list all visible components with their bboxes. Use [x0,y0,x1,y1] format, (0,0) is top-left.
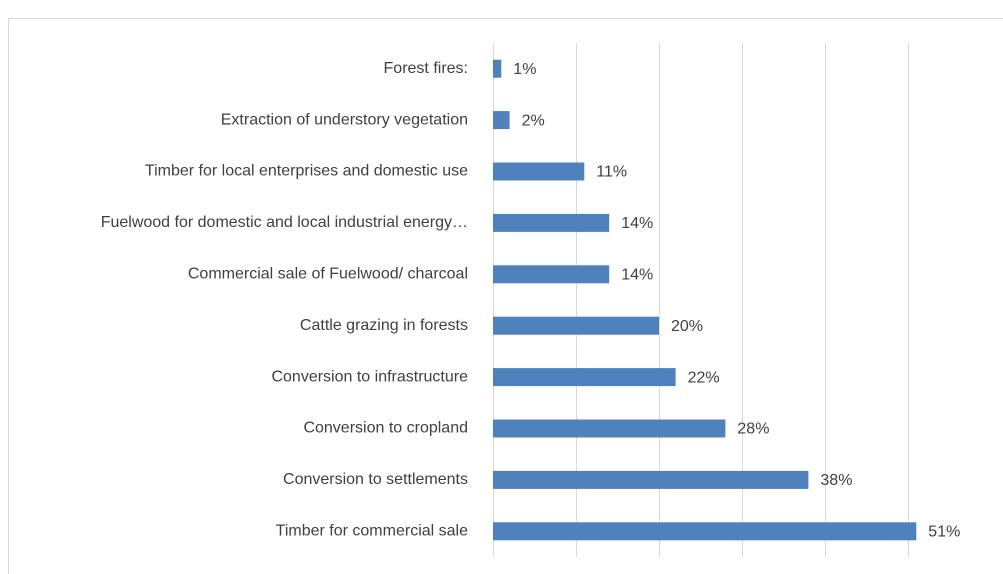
y-tick-label: Extraction of understory vegetation [221,111,468,128]
bar [493,265,610,284]
bar [493,316,659,335]
chart-frame [8,18,1003,574]
y-tick-label: Conversion to cropland [303,420,468,437]
value-label: 11% [596,164,627,181]
y-tick-label: Commercial sale of Fuelwood/ charcoal [188,266,468,283]
y-tick-label: Conversion to infrastructure [271,368,468,385]
bar [493,162,585,181]
bar [493,111,510,130]
y-tick-label: Forest fires: [384,60,468,77]
value-label: 14% [621,267,653,284]
value-label: 51% [928,524,960,541]
bar [493,419,726,438]
bar [493,213,610,232]
y-tick-label: Cattle grazing in forests [300,317,468,334]
y-tick-label: Conversion to settlements [283,471,468,488]
value-label: 20% [671,318,703,335]
value-label: 2% [522,112,545,129]
value-label: 38% [820,472,852,489]
bar [493,522,917,541]
bar [493,470,809,489]
y-tick-label: Timber for local enterprises and domesti… [145,163,468,180]
value-label: 14% [621,215,653,232]
value-label: 22% [688,369,720,386]
value-label: 28% [737,421,769,438]
value-label: 1% [513,61,536,78]
bar [493,368,676,387]
y-tick-label: Timber for commercial sale [276,523,468,540]
y-tick-label: Fuelwood for domestic and local industri… [101,214,468,231]
bar [493,59,502,78]
